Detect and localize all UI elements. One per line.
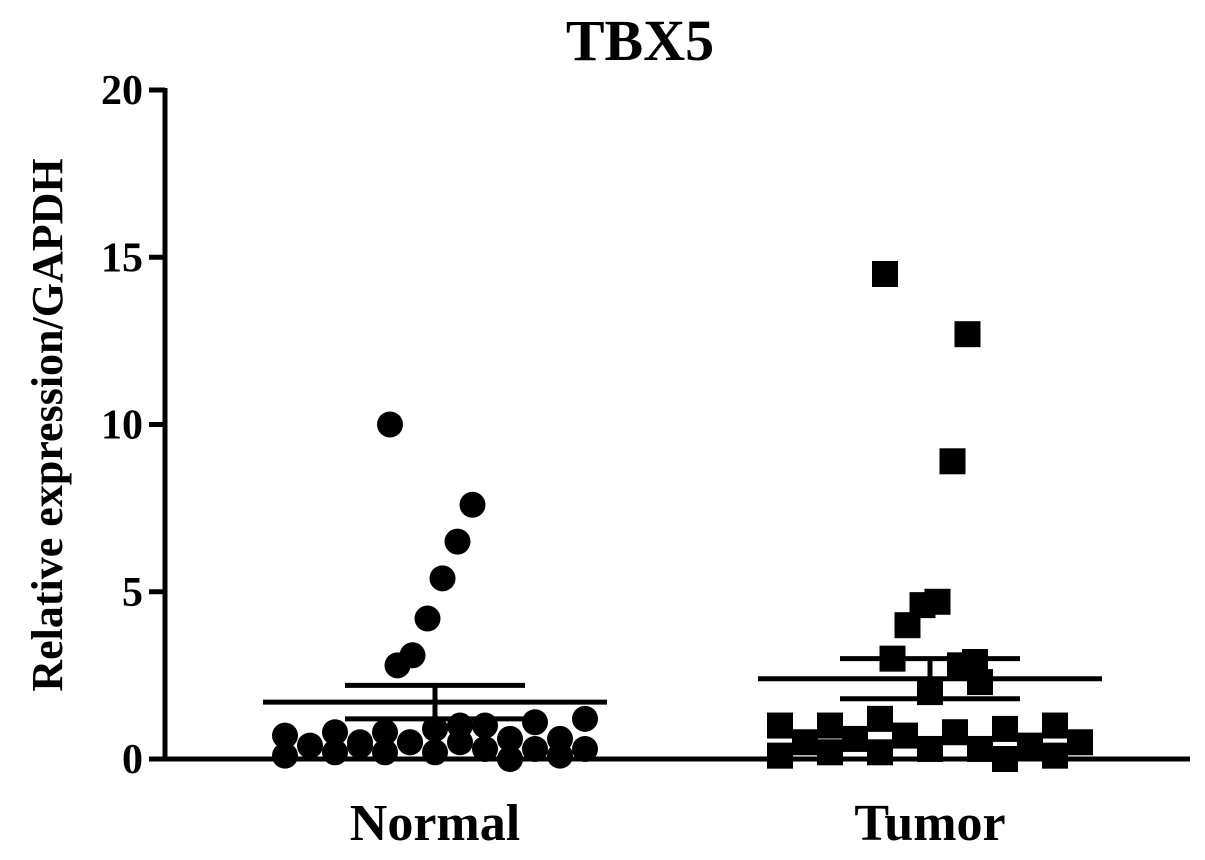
- data-point: [422, 715, 448, 742]
- y-tick-label: 10: [101, 403, 143, 449]
- data-point: [522, 709, 548, 736]
- x-tick-label: Normal: [350, 795, 520, 852]
- data-point: [297, 732, 323, 759]
- data-point: [522, 735, 548, 762]
- chart-title: TBX5: [566, 8, 714, 73]
- data-point: [842, 725, 868, 752]
- data-point: [497, 746, 523, 772]
- data-point: [892, 722, 918, 749]
- data-point: [472, 735, 498, 762]
- data-point: [1042, 742, 1068, 769]
- data-point: [1067, 729, 1093, 756]
- data-point: [444, 528, 471, 555]
- data-point: [1042, 712, 1068, 739]
- data-point: [917, 735, 943, 762]
- data-point: [817, 712, 843, 739]
- data-point: [767, 712, 793, 739]
- data-point: [322, 739, 348, 766]
- data-point: [867, 739, 893, 766]
- data-point: [372, 719, 398, 746]
- data-point: [894, 612, 921, 639]
- data-point: [547, 742, 573, 769]
- data-point: [767, 742, 793, 769]
- data-point: [372, 739, 398, 766]
- data-point: [817, 739, 843, 766]
- data-point: [384, 652, 411, 679]
- y-tick-label: 20: [101, 68, 143, 114]
- y-tick-label: 5: [122, 570, 143, 616]
- data-point: [867, 705, 893, 732]
- y-tick-label: 0: [122, 737, 143, 783]
- data-point: [1017, 732, 1043, 759]
- data-point: [347, 729, 373, 756]
- data-point: [992, 746, 1018, 772]
- x-tick-label: Tumor: [854, 795, 1005, 852]
- data-point: [939, 448, 966, 475]
- data-point: [322, 719, 348, 746]
- data-point: [422, 739, 448, 766]
- data-point: [497, 725, 523, 752]
- data-point: [572, 735, 598, 762]
- data-point: [572, 705, 598, 732]
- y-axis-label: Relative expression/GAPDH: [23, 158, 72, 691]
- y-tick-label: 15: [101, 235, 143, 281]
- data-point: [414, 605, 441, 632]
- data-point: [459, 491, 486, 518]
- data-point: [942, 719, 968, 746]
- data-point: [954, 321, 981, 348]
- data-point: [872, 260, 898, 287]
- data-point: [272, 742, 298, 769]
- data-point: [792, 729, 818, 756]
- data-point: [397, 729, 423, 756]
- data-point: [967, 735, 993, 762]
- data-point: [967, 669, 993, 696]
- data-point: [429, 565, 456, 592]
- data-point: [992, 715, 1018, 742]
- data-point: [377, 411, 403, 438]
- data-point: [272, 722, 298, 749]
